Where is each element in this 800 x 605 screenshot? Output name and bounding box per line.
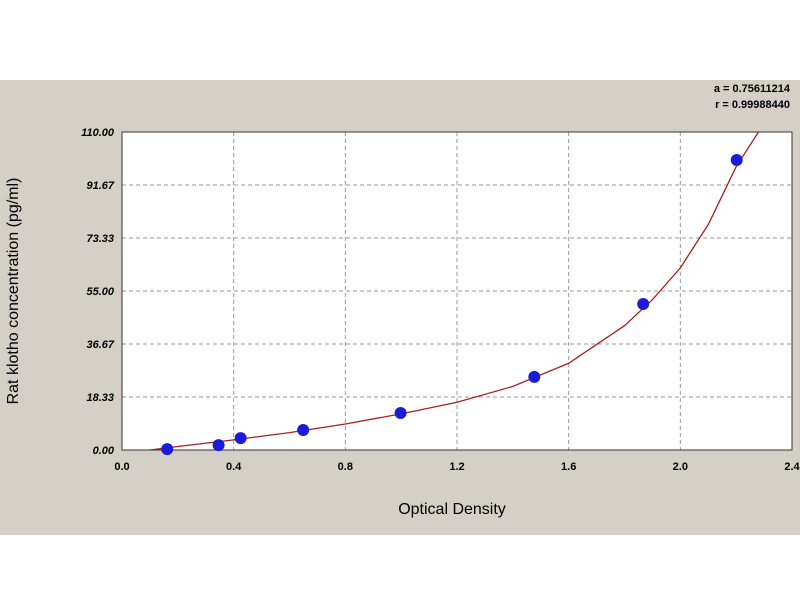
data-point <box>234 432 247 445</box>
data-point <box>637 298 650 311</box>
x-tick-label: 1.6 <box>561 461 576 473</box>
y-tick-label: 0.00 <box>93 445 115 457</box>
data-point <box>730 154 743 167</box>
x-tick-label: 2.0 <box>673 461 688 473</box>
y-tick-label: 18.33 <box>86 392 114 404</box>
annotation: a = 0.75611214 <box>714 83 791 95</box>
y-tick-label: 73.33 <box>86 233 114 245</box>
data-point <box>394 406 407 419</box>
x-axis-label: Optical Density <box>398 501 506 518</box>
data-point <box>161 443 174 456</box>
annotation: r = 0.99988440 <box>715 99 790 111</box>
data-point <box>528 370 541 383</box>
x-tick-label: 0.0 <box>114 461 129 473</box>
x-tick-label: 2.4 <box>784 461 800 473</box>
data-point <box>212 439 225 452</box>
data-point <box>297 424 310 437</box>
y-axis-label: Rat klotho concentration (pg/ml) <box>5 178 22 405</box>
y-tick-label: 36.67 <box>86 339 114 351</box>
y-tick-label: 55.00 <box>86 286 114 298</box>
x-tick-label: 0.4 <box>226 461 242 473</box>
plot-border <box>121 131 793 451</box>
x-tick-label: 1.2 <box>449 461 464 473</box>
x-tick-label: 0.8 <box>338 461 353 473</box>
y-tick-label: 91.67 <box>86 180 114 192</box>
y-tick-label: 110.00 <box>81 127 115 139</box>
fit-curve <box>149 131 760 450</box>
